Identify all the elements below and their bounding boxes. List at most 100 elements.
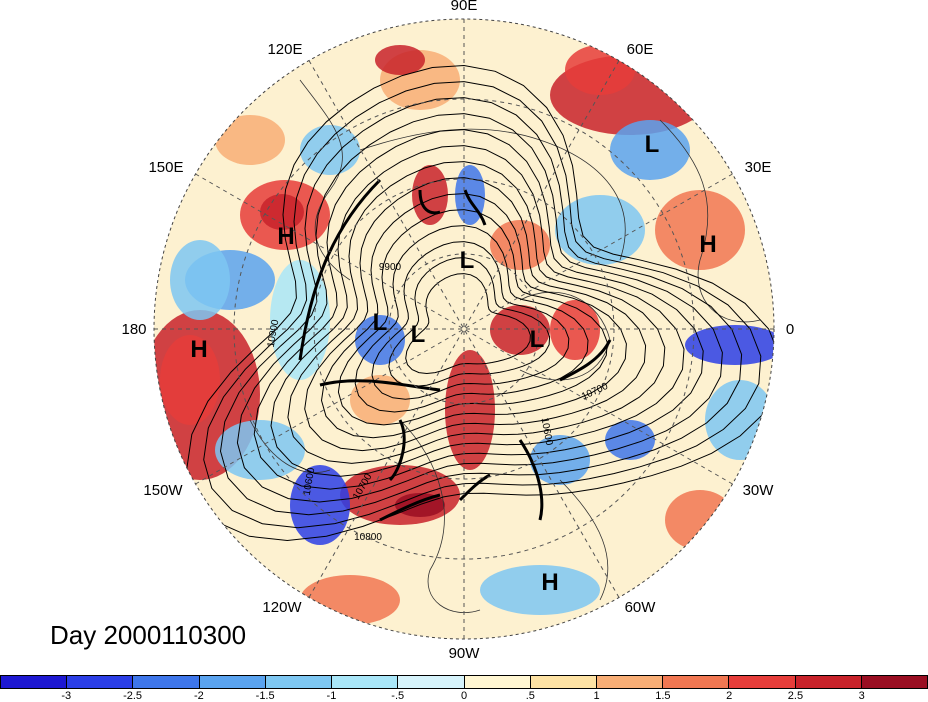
anomaly-blob xyxy=(300,125,360,175)
low-pressure-marker: L xyxy=(460,247,475,274)
height-contour xyxy=(354,225,589,413)
contour-label: 10800 xyxy=(354,532,382,543)
anomaly-blob xyxy=(290,465,350,545)
anomaly-blob xyxy=(490,305,550,355)
colorbar-tick-label: -1.5 xyxy=(255,690,275,702)
low-pressure-marker: L xyxy=(411,321,426,348)
anomaly-blob xyxy=(260,194,304,230)
colorbar-swatch xyxy=(332,676,399,688)
contour-label: 9900 xyxy=(379,262,402,273)
high-pressure-marker: H xyxy=(277,223,294,250)
colorbar-tick-label: -1 xyxy=(326,690,337,702)
coastline xyxy=(399,419,481,613)
colorbar-swatch xyxy=(199,676,266,688)
anomaly-blob xyxy=(480,565,600,615)
longitude-label: 120W xyxy=(262,599,302,616)
contour-label: 10600 xyxy=(302,466,318,496)
colorbar-swatch xyxy=(861,676,928,688)
parallel xyxy=(313,178,615,480)
jet-contour xyxy=(458,473,491,502)
longitude-label: 60E xyxy=(627,41,654,58)
anomaly-blob xyxy=(605,420,655,460)
coastline xyxy=(249,419,331,473)
colorbar-tick-label: 3 xyxy=(858,690,865,702)
low-pressure-marker: L xyxy=(373,309,388,336)
colorbar-swatch xyxy=(265,676,333,688)
colorbar xyxy=(0,675,928,689)
contour-label: 10600 xyxy=(539,417,555,447)
longitude-label: 30W xyxy=(743,482,775,499)
anomaly-blob xyxy=(215,115,285,165)
colorbar-ticks: -3 -2.5 -2 -1.5 -1 -.5 0 .5 1 1.5 2 2.5 3 xyxy=(0,690,928,702)
anomaly-blob xyxy=(350,375,410,425)
contour-label: 10900 xyxy=(266,318,282,348)
colorbar-swatch xyxy=(596,676,664,688)
colorbar-swatch xyxy=(398,676,465,688)
jet-contour xyxy=(319,379,441,392)
anomaly-blob xyxy=(610,120,690,180)
longitude-label: 90W xyxy=(449,645,481,662)
colorbar-swatch xyxy=(729,676,796,688)
high-pressure-marker: H xyxy=(541,569,558,596)
colorbar-tick-label: 1 xyxy=(593,690,600,702)
height-contour xyxy=(287,161,666,464)
colorbar-tick-label: 1.5 xyxy=(655,690,671,702)
jet-contour xyxy=(418,189,441,215)
anomaly-blob xyxy=(160,335,220,425)
anomaly-blob xyxy=(375,45,425,75)
height-contour xyxy=(203,81,762,529)
anomaly-blob xyxy=(412,165,448,225)
jet-contour xyxy=(463,189,487,226)
longitude-labels: 90E 60E 30E 0 30W 60W 90W 120W 150W 180 150E 120E xyxy=(121,0,794,662)
low-pressure-marker: L xyxy=(530,326,545,353)
longitude-label: 120E xyxy=(267,41,302,58)
high-pressure-marker: H xyxy=(699,231,716,258)
longitude-label: 60W xyxy=(625,599,657,616)
height-contour xyxy=(320,193,627,439)
longitude-label: 30E xyxy=(745,159,772,176)
parallel xyxy=(233,98,695,560)
jet-contours xyxy=(298,178,612,522)
anomaly-blob xyxy=(300,575,400,625)
jet-contour xyxy=(298,178,382,361)
anomaly-blob xyxy=(705,380,774,460)
anomaly-blob xyxy=(170,240,230,320)
anomaly-blob xyxy=(445,350,495,470)
map-boundary xyxy=(153,18,775,640)
coastline xyxy=(659,119,761,323)
graticule xyxy=(154,19,774,639)
colorbar-swatch xyxy=(530,676,597,688)
longitude-label: 90E xyxy=(451,0,478,14)
coastline xyxy=(559,479,609,601)
longitude-label: 150W xyxy=(143,482,183,499)
colorbar-tick-label: .5 xyxy=(525,690,535,702)
anomaly-blob xyxy=(215,420,305,480)
jet-contour xyxy=(518,439,544,521)
anomaly-blob xyxy=(555,195,645,265)
low-pressure-marker: L xyxy=(645,131,660,158)
map-title: Day 2000110300 xyxy=(50,620,247,650)
jet-contour xyxy=(559,339,612,382)
colorbar-tick-label: -2 xyxy=(193,690,204,702)
jet-contour xyxy=(388,419,406,482)
height-contour xyxy=(405,273,531,375)
jet-contour xyxy=(379,493,441,522)
colorbar-tick-label: 2 xyxy=(726,690,733,702)
anomaly-blob xyxy=(665,490,735,550)
longitude-label: 150E xyxy=(148,159,183,176)
map-background xyxy=(154,19,774,639)
colorbar-tick-label: -.5 xyxy=(391,690,405,702)
colorbar-tick-label: -3 xyxy=(61,690,72,702)
colorbar-swatch xyxy=(464,676,531,688)
height-contour xyxy=(371,241,570,400)
colorbar-tick-label: 2.5 xyxy=(787,690,804,702)
anomaly-blob xyxy=(655,190,745,270)
high-pressure-marker: H xyxy=(190,336,207,363)
longitude-label: 0 xyxy=(786,321,794,338)
parallel xyxy=(388,253,540,405)
anomaly-blob xyxy=(565,45,635,95)
colorbar-swatch xyxy=(133,676,200,688)
colorbar-swatch xyxy=(67,676,134,688)
